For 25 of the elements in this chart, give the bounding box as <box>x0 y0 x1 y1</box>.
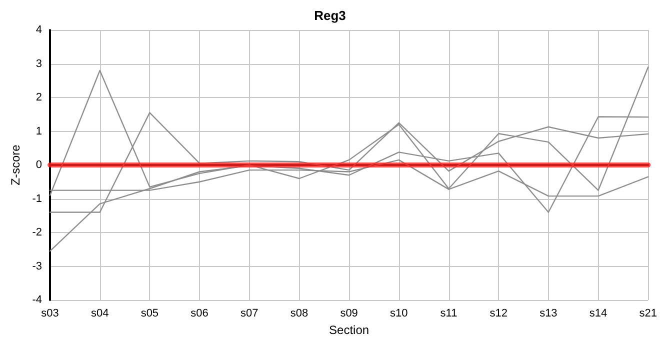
y-tick-label: 0 <box>36 159 42 171</box>
y-tick-label: 3 <box>36 58 42 70</box>
x-tick-label: s21 <box>639 308 658 320</box>
x-tick-label: s05 <box>140 308 159 320</box>
y-tick-label: -4 <box>32 294 42 306</box>
x-axis-title: Section <box>329 322 370 337</box>
x-tick-label: s04 <box>90 308 109 320</box>
y-tick-label: 4 <box>36 24 42 36</box>
x-tick-label: s09 <box>340 308 358 320</box>
y-axis-title: Z-score <box>8 144 22 186</box>
y-tick-label: -1 <box>32 192 42 205</box>
x-tick-label: s13 <box>540 308 558 320</box>
chart-title: Reg3 <box>314 8 346 23</box>
x-tick-label: s08 <box>290 308 308 320</box>
x-tick-label: s03 <box>41 308 59 320</box>
x-tick-label: s10 <box>390 308 408 320</box>
y-tick-label: 2 <box>36 92 42 104</box>
x-tick-label: s14 <box>589 308 608 320</box>
y-tick-label: -2 <box>32 226 42 238</box>
x-tick-label: s07 <box>240 308 258 320</box>
y-tick-label: 1 <box>36 125 42 138</box>
x-tick-label: s06 <box>190 308 208 320</box>
y-tick-label: -3 <box>32 260 42 272</box>
x-tick-label: s12 <box>490 308 508 320</box>
x-tick-label: s11 <box>440 308 458 320</box>
